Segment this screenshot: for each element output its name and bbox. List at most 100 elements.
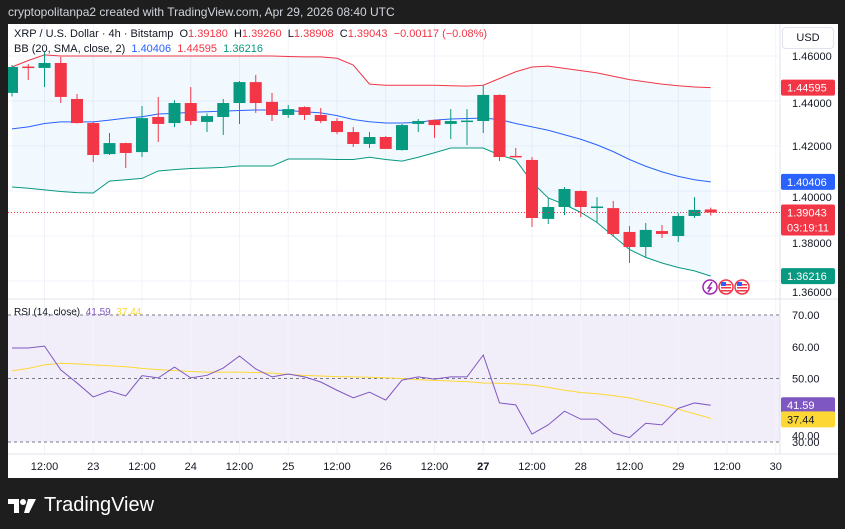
candle-body <box>591 206 603 209</box>
bb-upper-line <box>11 54 711 89</box>
candle <box>314 107 327 124</box>
rsi-ma-value: 37.44 <box>116 307 142 318</box>
logo-text: TradingView <box>44 494 155 516</box>
candle-body <box>184 103 197 122</box>
lower-band-tag-bg <box>781 268 835 285</box>
candle-body <box>363 137 376 144</box>
candle-body <box>168 103 181 124</box>
candle-body <box>38 62 51 68</box>
candle <box>607 200 620 237</box>
time-axis-label: 12:00 <box>31 461 59 473</box>
candle-body <box>119 143 132 153</box>
candle-body <box>152 116 165 124</box>
candle <box>412 119 425 133</box>
time-axis-label: 12:00 <box>713 461 741 473</box>
l-label: L <box>287 28 294 40</box>
candle <box>168 100 181 128</box>
time-axis-label: 12:00 <box>128 461 156 473</box>
candle <box>444 109 457 140</box>
rsi-axis-label: 60.00 <box>792 342 820 354</box>
candle-body <box>477 94 490 122</box>
candle <box>152 96 165 142</box>
candle <box>119 142 132 169</box>
time-axis-label: 24 <box>185 461 197 473</box>
candle <box>428 119 441 138</box>
candle <box>623 226 636 263</box>
candle-body <box>217 103 230 117</box>
candle <box>217 98 230 135</box>
bb-label[interactable]: BB (20, SMA, close, 2) <box>14 43 126 55</box>
bb-basis-value: 1.40406 <box>131 43 172 55</box>
candle-body <box>509 155 522 158</box>
candle-body <box>249 82 262 104</box>
candle <box>136 105 148 158</box>
low-value: 1.38908 <box>293 28 334 40</box>
candle-body <box>704 209 717 213</box>
price-axis-label: 1.36000 <box>792 287 832 299</box>
candle <box>38 51 51 88</box>
rsi-legend: RSI (14, close) 41.59 37.44 <box>14 307 141 318</box>
rsi-line <box>12 345 711 439</box>
rsi-tag: 41.59 <box>787 400 815 412</box>
close-value: 1.39043 <box>347 28 388 40</box>
time-axis-label: 29 <box>672 461 684 473</box>
upper-band-tag-bg <box>781 79 835 96</box>
candle <box>461 109 473 146</box>
lower-band-tag: 1.36216 <box>787 271 827 283</box>
candle-body <box>428 119 441 126</box>
time-axis-label: 25 <box>282 461 294 473</box>
price-axis-label: 1.40000 <box>792 192 832 204</box>
candle <box>184 87 197 126</box>
candle-body <box>136 118 148 153</box>
candle-body <box>558 188 571 207</box>
time-axis-label: 12:00 <box>323 461 351 473</box>
candle-body <box>656 231 668 234</box>
candle-body <box>282 109 295 115</box>
candle <box>639 222 652 257</box>
candle-body <box>87 123 100 155</box>
rsi-label[interactable]: RSI (14, close) <box>14 307 81 318</box>
candle-body <box>298 107 311 115</box>
candle-body <box>639 229 652 248</box>
candle <box>558 186 571 216</box>
time-axis-label: 30 <box>770 461 782 473</box>
time-axis-label: 12:00 <box>226 461 254 473</box>
candle <box>656 224 668 239</box>
rsi-axis-label: 50.00 <box>792 374 820 386</box>
candle-body <box>233 82 246 104</box>
lightning-event-icon <box>702 279 718 295</box>
candle-body <box>201 116 213 122</box>
h-label: H <box>233 28 242 40</box>
candle <box>477 85 490 133</box>
price-axis-label: 1.44000 <box>792 98 832 110</box>
o-label: O <box>179 28 189 40</box>
tradingview-logo-icon <box>8 498 36 513</box>
tradingview-logo[interactable]: TradingView <box>8 494 154 517</box>
upper-band-tag: 1.44595 <box>787 83 827 95</box>
symbol-title[interactable]: XRP / U.S. Dollar · 4h · Bitstamp <box>14 28 174 40</box>
time-axis-label: 28 <box>575 461 587 473</box>
flag-stripe <box>721 290 731 292</box>
last-price-tag: 03:19:11 <box>787 223 829 235</box>
rsi-value: 41.59 <box>85 307 111 318</box>
candle-body <box>672 215 685 236</box>
currency-button[interactable]: USD <box>782 27 834 49</box>
candle <box>574 190 587 218</box>
candle <box>266 92 278 122</box>
bb-legend: BB (20, SMA, close, 2) 1.40406 1.44595 1… <box>14 43 263 55</box>
candle-body <box>314 114 327 122</box>
candle-body <box>412 121 425 124</box>
candle <box>396 123 408 151</box>
flag-stripe <box>721 287 731 289</box>
open-value: 1.39180 <box>188 28 228 40</box>
candle-body <box>54 62 67 97</box>
price-axis-label: 1.38000 <box>792 238 832 250</box>
time-axis-label: 12:00 <box>421 461 449 473</box>
time-axis-label: 12:00 <box>518 461 546 473</box>
candle <box>201 113 213 133</box>
price-axis-label: 1.42000 <box>792 141 832 153</box>
high-value: 1.39260 <box>241 28 282 40</box>
lightning-glyph <box>706 281 713 293</box>
chart-canvas[interactable]: 1.44595 1.40406 1.39043 03:19:11 1.36216 41.5… <box>8 24 838 478</box>
candle-body <box>623 231 636 248</box>
